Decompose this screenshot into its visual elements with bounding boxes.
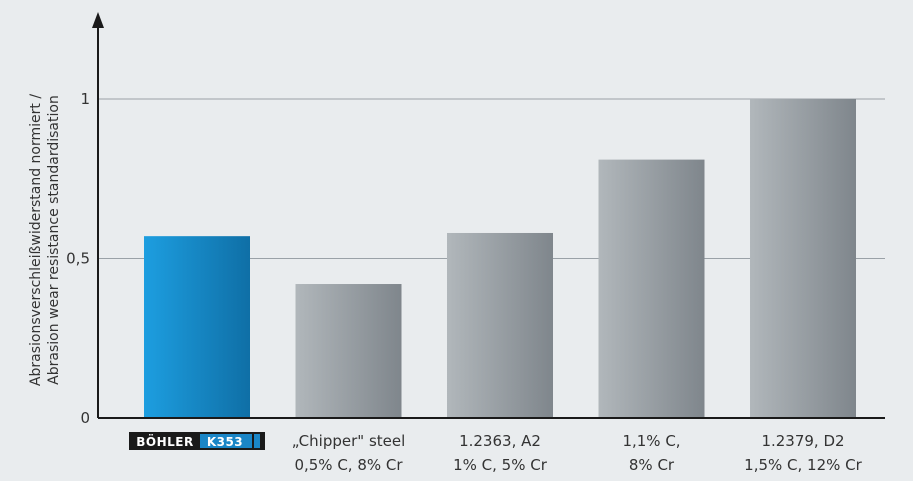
bars xyxy=(144,99,856,419)
bar xyxy=(295,284,402,418)
category-label: 0,5% C, 8% Cr xyxy=(294,456,403,474)
category-label: 1% C, 5% Cr xyxy=(453,456,548,474)
category-label: „Chipper" steel xyxy=(292,432,406,450)
y-tick-label: 0 xyxy=(80,409,90,427)
bar xyxy=(447,232,553,418)
bar xyxy=(750,99,856,418)
brand-label: BÖHLER K353 xyxy=(129,432,265,450)
axes xyxy=(92,12,885,419)
y-axis-label-line-2: Abrasion wear resistance standardisation xyxy=(46,95,62,385)
x-category-labels: BÖHLER K353 „Chipper" steel 0,5% C, 8% Cr 1.… xyxy=(129,432,863,474)
category-label: 1,5% C, 12% Cr xyxy=(744,456,862,474)
bar xyxy=(144,236,250,418)
y-tick-label: 0,5 xyxy=(66,250,90,268)
category-label: 1,1% C, xyxy=(622,432,680,450)
y-tick-label: 1 xyxy=(80,90,90,108)
brand-label-divider xyxy=(252,434,254,448)
category-label: 1.2363, A2 xyxy=(459,432,541,450)
y-axis-label-line-1: Abrasionsverschleißwiderstand normiert / xyxy=(28,94,44,386)
y-axis-label: Abrasionsverschleißwiderstand normiert /… xyxy=(28,94,62,386)
bar xyxy=(598,159,705,419)
category-label: 1.2379, D2 xyxy=(761,432,844,450)
y-axis-arrow xyxy=(92,12,104,28)
brand-label-product-box xyxy=(200,434,260,448)
category-label: 8% Cr xyxy=(629,456,675,474)
brand-product: K353 xyxy=(207,435,243,449)
y-tick-labels: 00,51 xyxy=(66,90,90,427)
brand-name: BÖHLER xyxy=(136,434,193,449)
